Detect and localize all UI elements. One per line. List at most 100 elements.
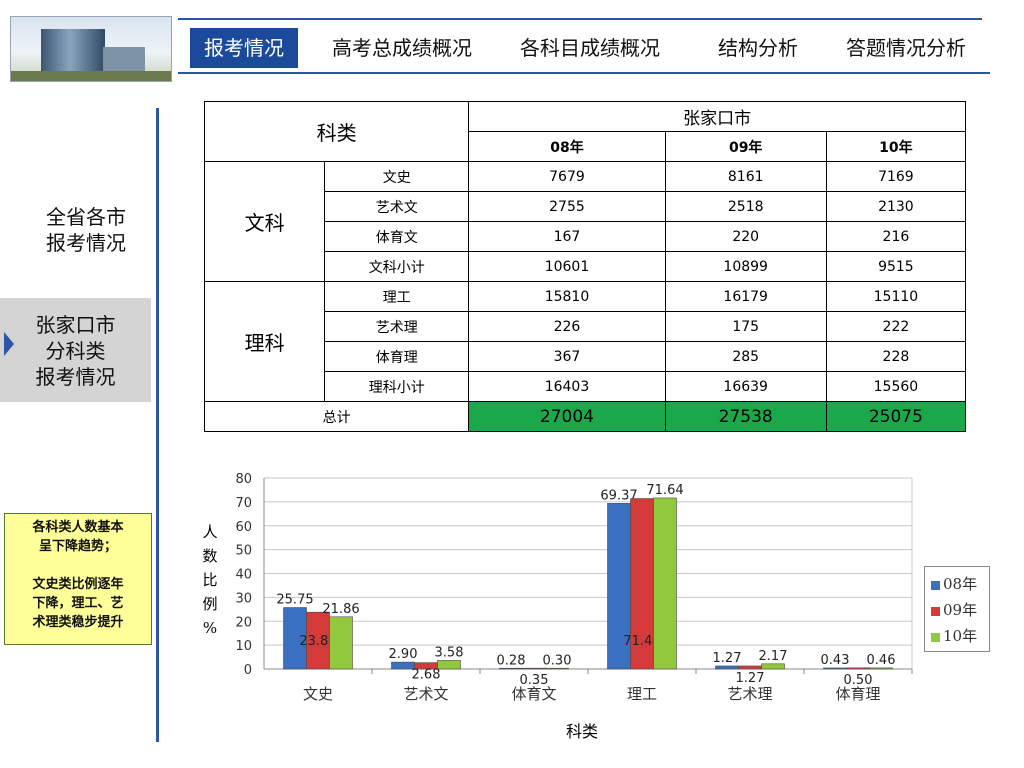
table-cell: 16403: [468, 371, 666, 402]
table-row: 理科小计 16403 16639 15560: [205, 371, 967, 402]
table-corner-header: 科类: [203, 101, 470, 162]
group-label-liberal-arts: 文科: [203, 161, 326, 282]
year-header: 09年: [664, 131, 827, 162]
tab-report-status[interactable]: 报考情况: [190, 28, 298, 68]
note-line: [5, 556, 151, 575]
table-row: 理科 理工 15810 16179 15110: [203, 281, 967, 402]
data-label: 0.30: [543, 653, 572, 668]
data-label: 2.68: [412, 668, 441, 683]
table-cell: 7169: [825, 161, 967, 192]
x-tick-label: 艺术文: [403, 685, 448, 703]
sidebar-item-label: 报考情况: [46, 231, 126, 255]
active-indicator-arrow-icon: [4, 332, 14, 356]
legend-item: 09年: [931, 597, 989, 623]
total-cell: 27538: [664, 401, 827, 432]
table-cell: 16179: [664, 281, 827, 312]
tab-subject-score-overview[interactable]: 各科目成绩概况: [520, 36, 660, 60]
row-label: 艺术理: [324, 311, 470, 342]
row-label: 艺术文: [324, 191, 470, 222]
table-cell: 175: [664, 311, 827, 342]
table-row: 文科 文史 7679 8161 7169: [203, 161, 967, 282]
bar: [437, 660, 461, 670]
row-label: 文科小计: [324, 251, 470, 282]
bar: [545, 667, 569, 670]
logo-building-image: [10, 16, 172, 82]
data-label: 0.46: [867, 653, 896, 668]
table-cell: 15810: [468, 281, 666, 312]
percentage-bar-chart: 0 10 20 30 40 50 60 70 80 25.75 23.80 21.86 文史 2.90 2.…: [235, 472, 913, 703]
table-cell: 367: [468, 341, 666, 372]
legend-swatch: [931, 580, 940, 590]
bar: [761, 663, 785, 670]
bar: [846, 667, 870, 670]
sidebar-item-label: 张家口市: [35, 313, 116, 337]
data-label: 1.27: [736, 671, 765, 686]
data-label: 0.35: [520, 673, 549, 688]
table-cell: 2755: [468, 191, 666, 222]
note-line: 下降，理工、艺: [32, 596, 124, 611]
table-cell: 226: [468, 311, 666, 342]
sidebar-item-zhangjiakou-report[interactable]: 张家口市 分科类 报考情况: [0, 298, 151, 402]
tab-structure-analysis[interactable]: 结构分析: [718, 36, 798, 60]
summary-note: 各科类人数基本 呈下降趋势； 文史类比例逐年 下降，理工、艺 术理类稳步提升: [4, 513, 152, 645]
legend-swatch: [931, 606, 940, 616]
bar: [653, 497, 677, 670]
data-label: 2.90: [389, 647, 418, 662]
table-city-header: 张家口市: [468, 101, 966, 132]
table-row: 艺术文 2755 2518 2130: [205, 191, 967, 222]
group-label-science: 理科: [203, 281, 326, 402]
sidebar-item-province-report[interactable]: 全省各市 报考情况: [16, 204, 156, 256]
note-line: 文史类比例逐年: [32, 577, 124, 592]
x-tick-label: 文史: [303, 685, 333, 703]
sidebar-item-label: 报考情况: [35, 365, 116, 389]
y-tick-label: 70: [235, 496, 252, 511]
table-cell: 15110: [825, 281, 967, 312]
row-label: 体育理: [324, 341, 470, 372]
data-label: 69.37: [600, 488, 637, 503]
x-tick-label: 体育理: [835, 685, 880, 703]
y-tick-label: 0: [244, 663, 252, 678]
table-cell: 2130: [825, 191, 967, 222]
data-label: 25.75: [276, 593, 313, 608]
table-cell: 222: [825, 311, 967, 342]
table-cell: 15560: [825, 371, 967, 402]
nav-bottom-rule: [178, 72, 990, 74]
table-cell: 10899: [664, 251, 827, 282]
table-cell: 9515: [825, 251, 967, 282]
legend-label: 10年: [943, 627, 978, 645]
bar: [738, 665, 762, 670]
chart-y-axis-label: 人数比例%: [202, 523, 218, 637]
total-label: 总计: [203, 401, 470, 432]
x-tick-label: 理工: [627, 685, 657, 703]
legend-swatch: [931, 632, 940, 642]
row-label: 文史: [324, 161, 470, 192]
table-cell: 2518: [664, 191, 827, 222]
data-label: 0.43: [821, 653, 850, 668]
legend-item: 10年: [931, 623, 989, 649]
y-tick-label: 40: [235, 568, 252, 583]
y-tick-label: 20: [235, 615, 252, 630]
bar: [869, 667, 893, 670]
table-row-total: 总计 27004 27538 25075: [203, 401, 967, 432]
note-line: 术理类稳步提升: [32, 615, 124, 630]
data-label: 21.86: [322, 602, 359, 617]
y-tick-label: 80: [235, 472, 252, 487]
table-cell: 216: [825, 221, 967, 252]
legend-item: 08年: [931, 571, 989, 597]
year-header: 08年: [468, 131, 666, 162]
total-cell: 27004: [468, 401, 666, 432]
table-cell: 285: [664, 341, 827, 372]
enrollment-table: 科类 张家口市 08年 09年 10年 文科 文史 7679 8161 7169…: [203, 101, 967, 432]
data-label: 0.28: [497, 653, 526, 668]
y-tick-label: 30: [235, 591, 252, 606]
y-tick-label: 10: [235, 639, 252, 654]
data-label: 1.27: [713, 651, 742, 666]
tab-total-score-overview[interactable]: 高考总成绩概况: [332, 36, 472, 60]
bar: [329, 616, 353, 670]
bar: [823, 667, 847, 670]
row-label: 理科小计: [324, 371, 470, 402]
tab-answer-analysis[interactable]: 答题情况分析: [846, 36, 966, 60]
table-cell: 16639: [664, 371, 827, 402]
data-label: 23.80: [299, 634, 336, 649]
table-row: 体育文 167 220 216: [205, 221, 967, 252]
